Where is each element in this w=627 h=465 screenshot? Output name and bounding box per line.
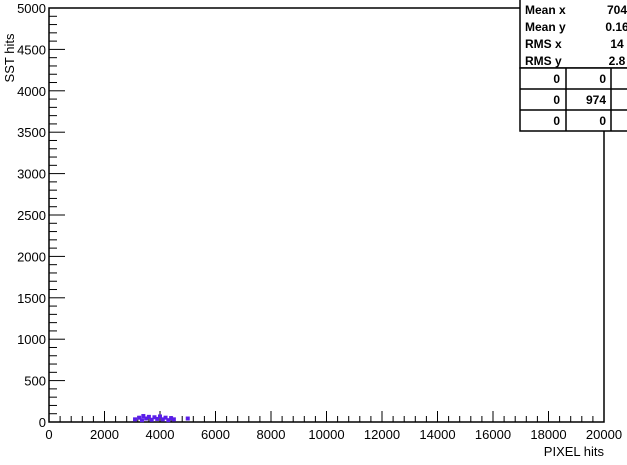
y-axis-title: SST hits xyxy=(2,33,17,82)
stats-cell: 974 xyxy=(586,93,606,107)
y-tick-label: 5000 xyxy=(17,1,46,16)
x-axis-title: PIXEL hits xyxy=(544,444,605,459)
data-point xyxy=(160,417,165,422)
stats-cell: 0 xyxy=(553,114,560,128)
data-point xyxy=(171,417,176,422)
data-point xyxy=(137,415,142,420)
stats-cell: 0 xyxy=(599,72,606,86)
y-axis: 0 500 1000 1500 2000 2500 3000 3500 4000 4500 5000 xyxy=(17,1,65,430)
x-tick-label: 2000 xyxy=(90,427,119,442)
data-point xyxy=(133,417,138,422)
stats-label: Mean x xyxy=(525,3,566,17)
y-tick-label: 4000 xyxy=(17,84,46,99)
y-tick-label: 3500 xyxy=(17,125,46,140)
x-tick-label: 6000 xyxy=(201,427,230,442)
stats-cell: 0 xyxy=(553,93,560,107)
data-point xyxy=(139,418,144,423)
stats-value: 0.16 xyxy=(605,20,627,34)
stats-value: 2.8 xyxy=(609,54,626,68)
stats-value: 14 xyxy=(610,37,624,51)
data-point xyxy=(152,415,157,420)
y-tick-label: 4500 xyxy=(17,42,46,57)
x-tick-label: 18000 xyxy=(530,427,566,442)
x-tick-label: 20000 xyxy=(586,427,622,442)
x-tick-label: 12000 xyxy=(364,427,400,442)
data-point xyxy=(144,416,149,421)
stats-cell: 0 xyxy=(553,72,560,86)
x-tick-label: 14000 xyxy=(419,427,455,442)
data-points xyxy=(133,414,190,423)
x-tick-label: 16000 xyxy=(475,427,511,442)
y-tick-label: 500 xyxy=(24,374,46,389)
x-tick-label: 0 xyxy=(45,427,52,442)
data-point xyxy=(166,418,171,423)
data-point xyxy=(146,414,151,419)
stats-label: RMS y xyxy=(525,54,562,68)
stats-label: RMS x xyxy=(525,37,562,51)
y-tick-label: 3000 xyxy=(17,167,46,182)
x-tick-label: 10000 xyxy=(308,427,344,442)
x-tick-label: 4000 xyxy=(146,427,175,442)
x-axis: 0 2000 4000 6000 8000 10000 12000 14000 16000 180… xyxy=(45,411,622,442)
x-tick-label: 8000 xyxy=(257,427,286,442)
data-point xyxy=(185,416,190,421)
y-tick-label: 2000 xyxy=(17,249,46,264)
data-point xyxy=(149,417,154,422)
y-tick-label: 1500 xyxy=(17,291,46,306)
y-tick-label: 2500 xyxy=(17,208,46,223)
data-point xyxy=(141,414,146,419)
data-point xyxy=(158,414,162,419)
y-tick-label: 1000 xyxy=(17,332,46,347)
data-point xyxy=(163,415,168,420)
data-point xyxy=(169,416,174,421)
y-tick-label: 0 xyxy=(39,415,46,430)
stats-grid xyxy=(519,67,627,132)
data-point xyxy=(155,416,160,421)
stats-cell: 0 xyxy=(599,114,606,128)
stats-value: 704 xyxy=(607,3,627,17)
stats-label: Mean y xyxy=(525,20,566,34)
